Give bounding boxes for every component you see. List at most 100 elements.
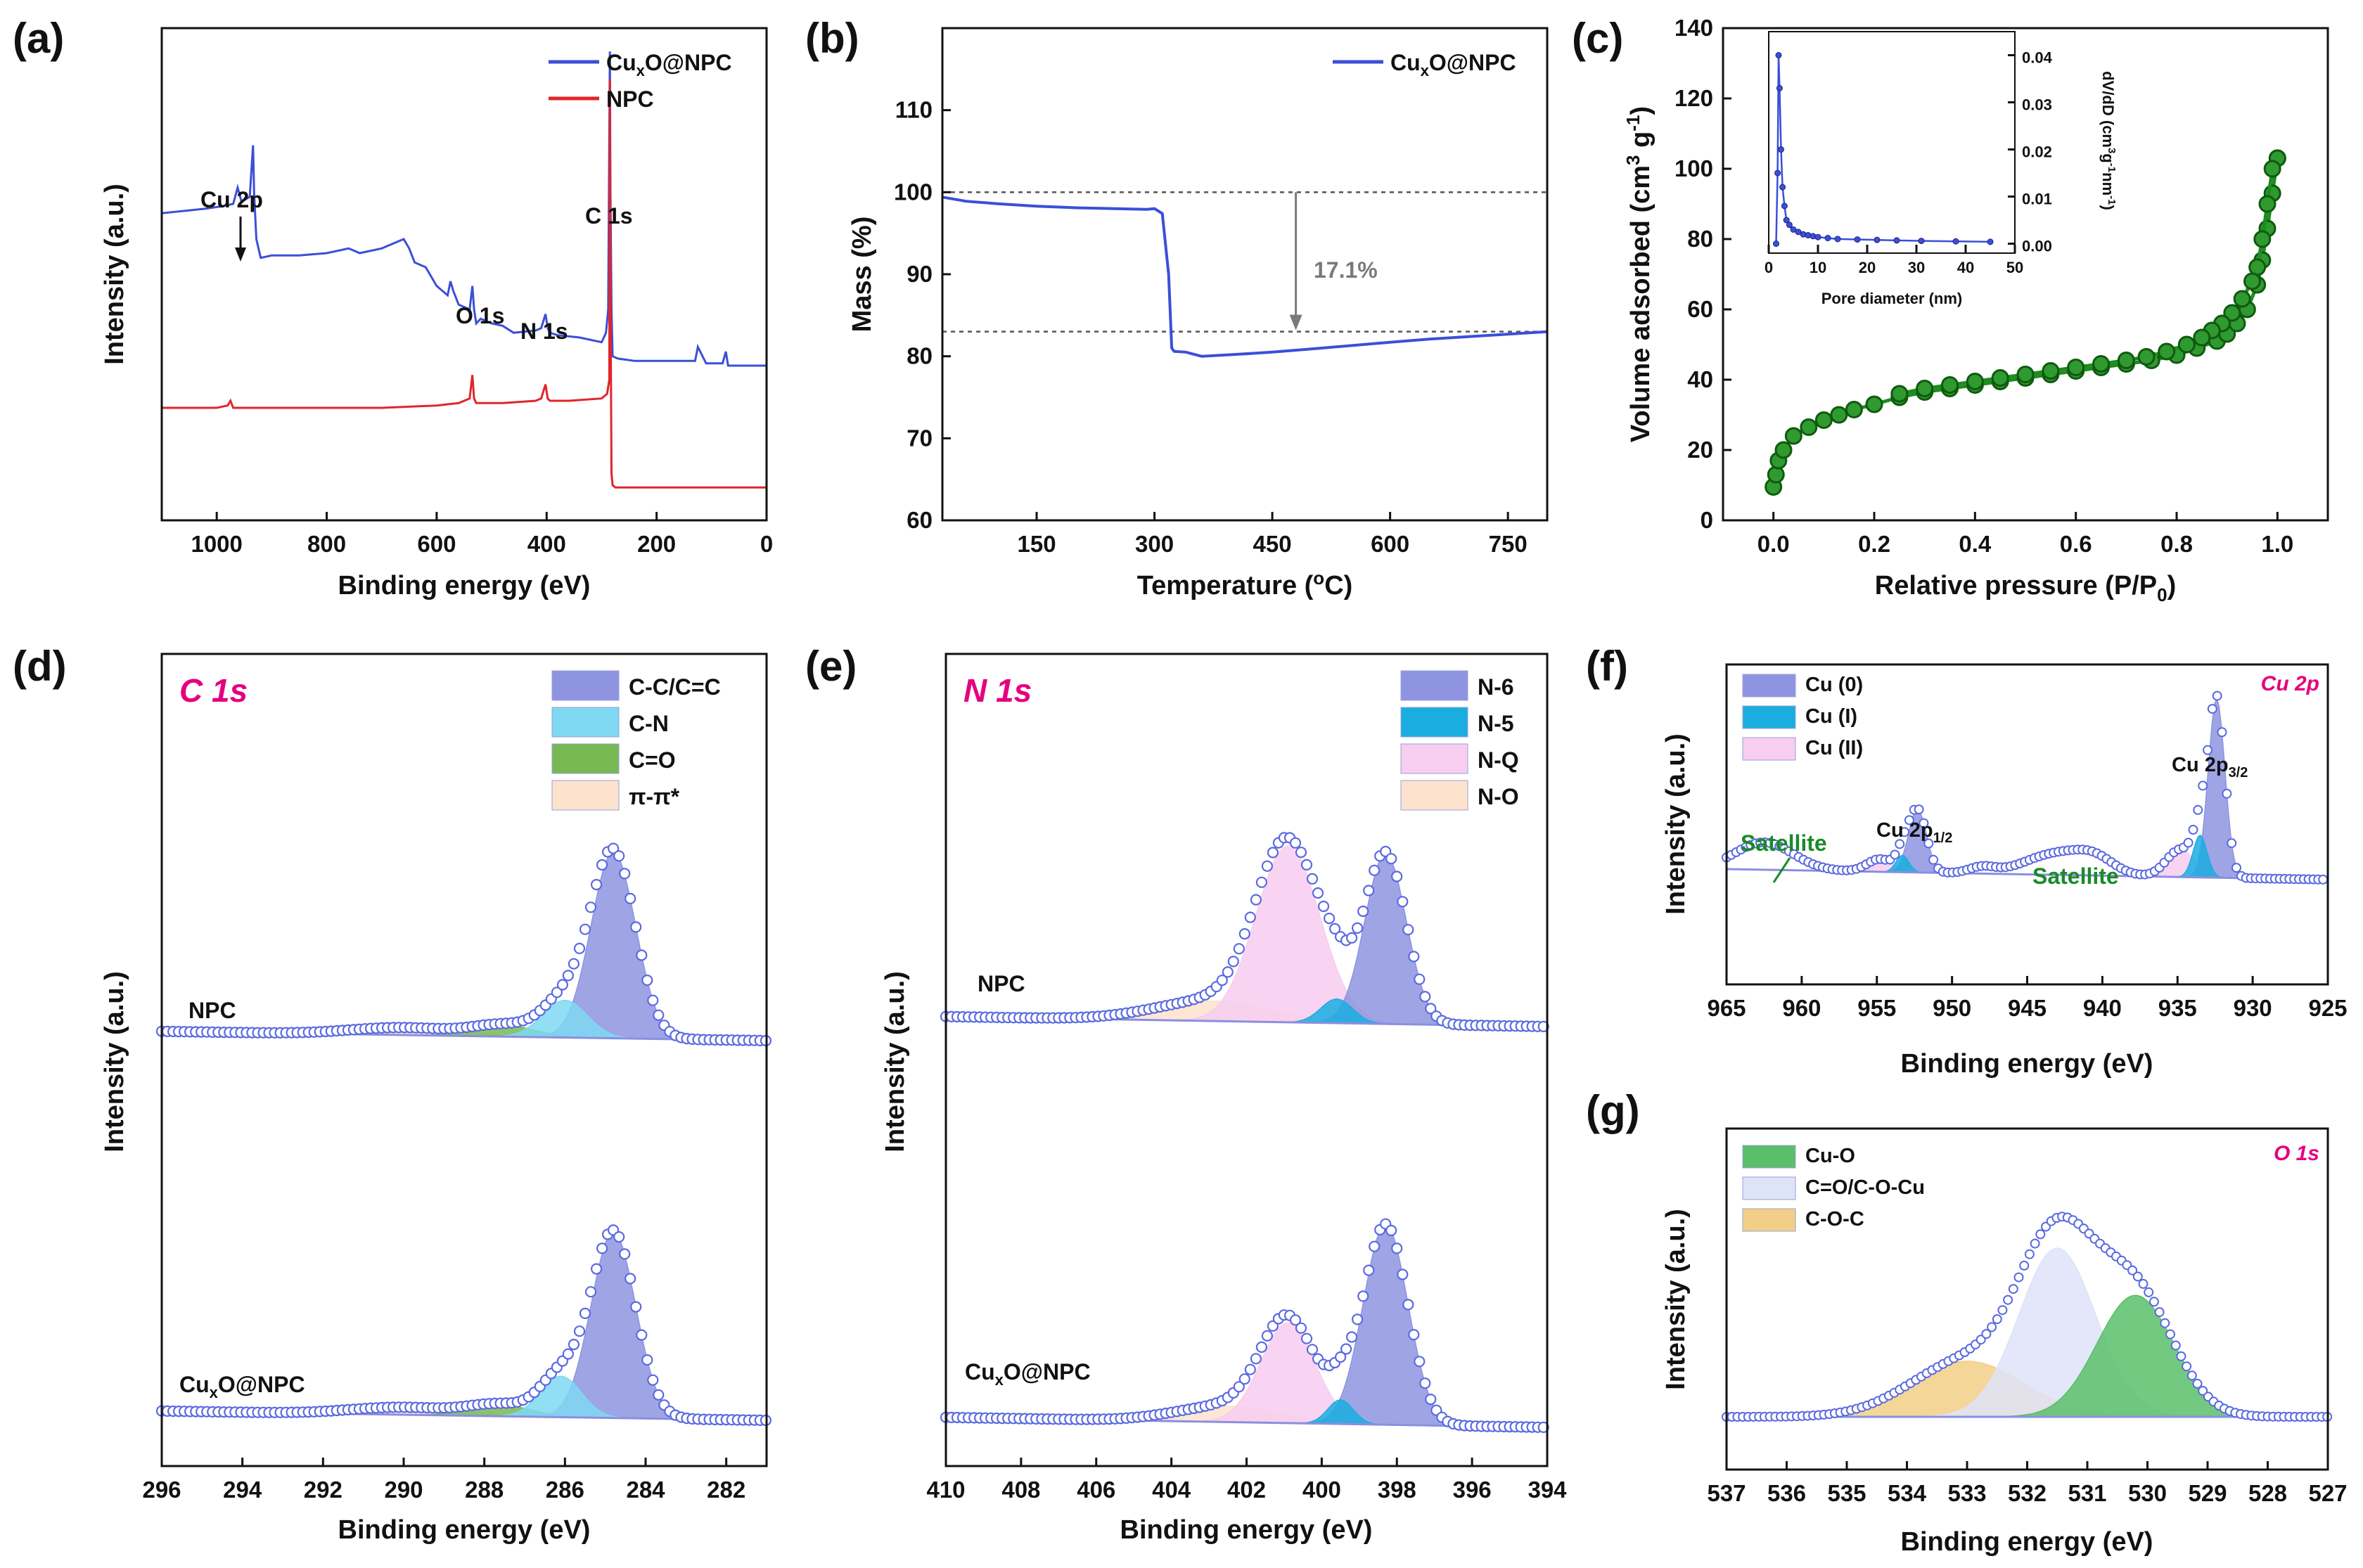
panel-label-e: (e): [805, 643, 857, 690]
desorption-point: [2117, 352, 2135, 369]
desorption-point: [2137, 348, 2156, 366]
envelope-point: [1300, 859, 1313, 871]
envelope-point: [1890, 849, 1900, 860]
envelope-point: [2207, 704, 2217, 714]
legend-swatch-C-C-C-C: [551, 670, 620, 701]
inset-x-tick-label: 50: [2006, 259, 2023, 276]
envelope-point: [607, 842, 620, 854]
pore-distribution-point: [1781, 203, 1788, 210]
envelope-point: [653, 1389, 665, 1401]
envelope-point: [2170, 1340, 2181, 1351]
envelope-point: [1369, 1240, 1381, 1252]
desorption-point: [1890, 385, 1909, 403]
inset-y-tick-label: 0.04: [2022, 49, 2053, 67]
legend-swatch-Cu-I-: [1742, 705, 1796, 729]
envelope-point: [2008, 1284, 2018, 1294]
envelope-point: [1385, 853, 1397, 865]
pore-distribution-point: [1987, 238, 1994, 245]
pore-distribution-point: [1814, 233, 1821, 240]
envelope-point: [2165, 1329, 2175, 1339]
f-x-tick-label: 925: [2308, 995, 2347, 1021]
c-x-tick-label: 0.8: [2160, 531, 2193, 557]
pore-distribution-point: [1776, 84, 1783, 91]
pore-distribution-point: [1778, 146, 1784, 153]
core-label-o1s: O 1s: [2274, 1142, 2319, 1165]
envelope-point: [1345, 1331, 1358, 1343]
c-x-tick-label: 0.2: [1858, 531, 1890, 557]
panel-label-d: (d): [13, 643, 67, 690]
a-x-tick-label: 600: [417, 531, 456, 557]
desorption-point: [2177, 335, 2196, 354]
pore-distribution-point: [1918, 238, 1925, 245]
fit-peak-C-O-C-O-Cu: [1727, 1247, 2328, 1418]
pore-distribution-point: [1824, 235, 1831, 242]
envelope-point: [1895, 839, 1905, 849]
mass-loss-label: 17.1%: [1314, 257, 1378, 283]
pore-distribution-point: [1952, 238, 1959, 245]
envelope-point: [590, 1263, 603, 1275]
envelope-point: [2149, 1297, 2159, 1307]
desorption-line: [1899, 157, 2279, 396]
series-label-cuxo-d: CuxO@NPC: [179, 1372, 305, 1401]
b-x-tick-label: 450: [1253, 531, 1292, 557]
envelope-point: [1914, 804, 1924, 815]
legend-label-C-O: C=O: [629, 747, 676, 773]
envelope-point: [1363, 885, 1375, 897]
envelope-point: [551, 987, 563, 998]
envelope-point: [2186, 1370, 2197, 1381]
legend-swatch-C-O-C: [1742, 1208, 1796, 1232]
envelope-point: [619, 1248, 631, 1260]
b-y-tick-label: 60: [907, 507, 933, 533]
envelope-point: [1397, 896, 1409, 908]
adsorption-point: [1800, 418, 1818, 436]
envelope-point: [1289, 837, 1302, 849]
envelope-point: [1391, 1242, 1403, 1254]
panel-b-xlabel: Temperature (oC): [1137, 567, 1353, 600]
envelope-point: [1981, 1329, 1992, 1339]
peak-label-cu2p32: Cu 2p3/2: [2172, 754, 2248, 780]
legend-swatch-N-Q: [1400, 743, 1468, 774]
c-x-tick-label: 1.0: [2261, 531, 2293, 557]
e-x-tick-label: 402: [1227, 1477, 1266, 1503]
envelope-point: [1238, 1373, 1250, 1385]
envelope-point: [1357, 1290, 1369, 1302]
envelope-point: [1904, 815, 1914, 825]
panel-g-legend: Cu-O C=O/C-O-Cu C-O-C: [1742, 1145, 1925, 1232]
annotation-c1s: C 1s: [585, 203, 633, 229]
panel-b: 150 300 450 600 750 60 70 80 90 100 110 Temperatur…: [847, 27, 1549, 600]
envelope-point: [1351, 922, 1364, 934]
tga-line: [942, 195, 1548, 358]
envelope-point: [613, 1230, 625, 1243]
legend-label--: π-π*: [629, 784, 680, 809]
envelope-point: [1238, 927, 1250, 940]
envelope-point: [647, 1374, 659, 1386]
envelope-point: [2127, 1265, 2138, 1275]
pore-distribution-point: [1834, 236, 1841, 243]
b-y-tick-label: 80: [907, 343, 933, 369]
envelope-point: [1369, 864, 1381, 876]
panel-e-xlabel: Binding energy (eV): [1120, 1515, 1373, 1545]
panel-d-frame: [160, 653, 768, 1467]
inset-x-tick-label: 40: [1957, 259, 1974, 276]
envelope-point: [556, 979, 569, 991]
adsorption-point: [1767, 465, 1785, 484]
envelope-point: [1408, 951, 1420, 963]
pore-distribution-point: [1786, 221, 1793, 229]
panel-a: 1000 800 600 400 200 0 Binding energy (eV) In…: [100, 27, 773, 600]
legend-swatch-N-6: [1400, 670, 1468, 701]
e-x-tick-label: 398: [1378, 1477, 1416, 1503]
envelope-point: [2217, 727, 2227, 738]
legend-label-Cu-O: Cu-O: [1805, 1145, 1855, 1167]
pore-distribution-point: [1773, 240, 1779, 248]
b-y-tick-label: 70: [907, 425, 933, 451]
envelope-point: [2182, 1361, 2192, 1372]
envelope-point: [1357, 905, 1369, 918]
panel-b-ylabel: Mass (%): [847, 217, 877, 333]
legend-label-C-O-C-O-Cu: C=O/C-O-Cu: [1805, 1176, 1925, 1199]
envelope-point: [2035, 1229, 2046, 1240]
envelope-point: [1425, 1393, 1437, 1406]
legend-label-N-5: N-5: [1478, 711, 1514, 736]
envelope-point: [1928, 854, 1939, 865]
f-x-tick-label: 950: [1933, 995, 1971, 1021]
g-x-tick-label: 532: [2008, 1480, 2047, 1506]
